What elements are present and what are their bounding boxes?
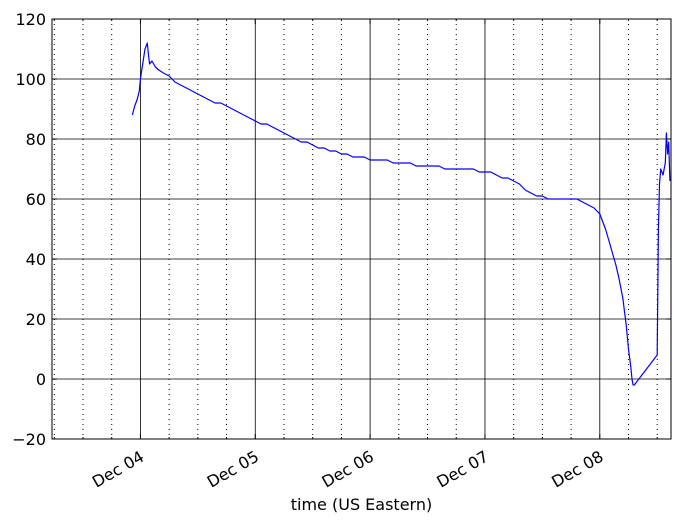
y-tick-label: 80 [26, 130, 46, 149]
axis-ticks [52, 18, 671, 440]
plot-frame [51, 18, 672, 440]
y-tick-label: 100 [15, 70, 46, 89]
x-axis-tick-labels: Dec 04 Dec 05 Dec 06 Dec 07 Dec 08 [89, 447, 607, 492]
y-tick-label: −20 [12, 430, 46, 449]
y-axis-tick-labels: −20 0 20 40 60 80 100 120 [12, 10, 46, 449]
y-tick-label: 20 [26, 310, 46, 329]
x-tick-label: Dec 05 [204, 447, 262, 492]
x-tick-label: Dec 07 [433, 447, 491, 492]
x-tick-label: Dec 04 [89, 447, 147, 492]
x-axis-title: time (US Eastern) [291, 495, 432, 514]
series-line [131, 42, 671, 386]
x-tick-label: Dec 06 [319, 447, 377, 492]
y-tick-label: 40 [26, 250, 46, 269]
minor-gridlines [53, 19, 658, 439]
y-tick-label: 120 [15, 10, 46, 29]
x-tick-label: Dec 08 [548, 447, 606, 492]
y-tick-label: 0 [36, 370, 46, 389]
major-gridlines [52, 19, 671, 439]
series-layer [131, 42, 671, 386]
y-tick-label: 60 [26, 190, 46, 209]
